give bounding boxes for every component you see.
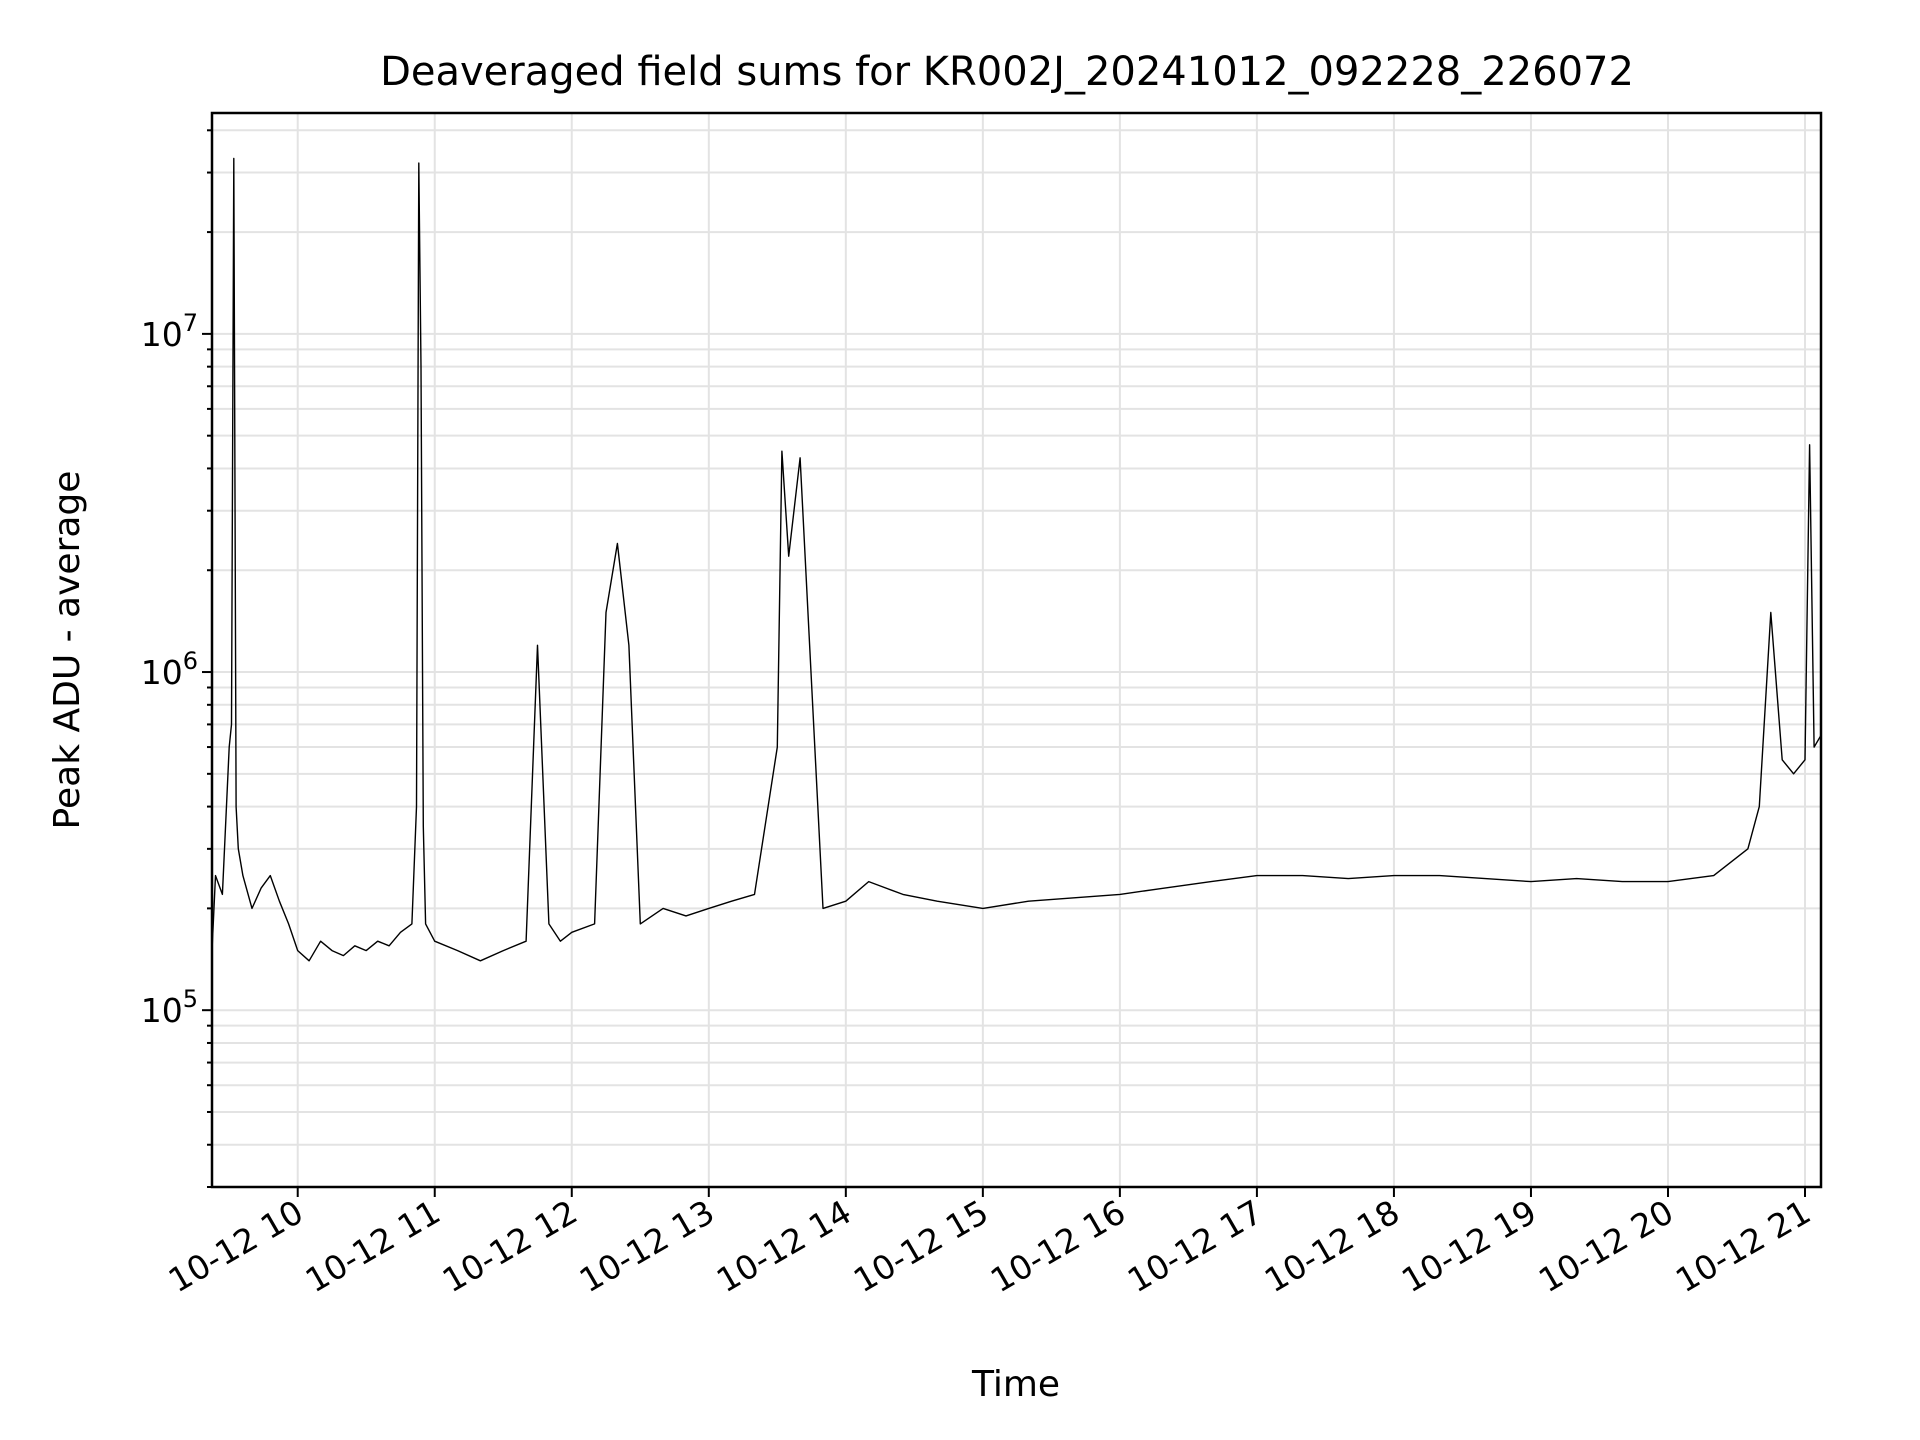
chart-title: Deaveraged field sums for KR002J_2024101…	[380, 49, 1634, 95]
series-layer	[211, 157, 1822, 962]
y-tick-base: 10	[141, 315, 183, 354]
y-tick-exponent: 5	[183, 985, 198, 1013]
y-tick-label: 107	[141, 309, 198, 354]
grid	[212, 113, 1821, 1188]
y-axis-label: Peak ADU - average	[47, 471, 88, 830]
y-tick-exponent: 7	[183, 309, 198, 337]
y-tick-base: 10	[141, 653, 183, 692]
plot-frame	[210, 111, 1823, 1189]
x-axis-label: Time	[971, 1364, 1060, 1405]
series-line	[211, 157, 1822, 962]
y-tick-label: 105	[141, 985, 198, 1030]
y-tick-base: 10	[141, 991, 183, 1030]
y-tick-label: 106	[141, 647, 198, 692]
y-tick-exponent: 6	[183, 647, 198, 675]
